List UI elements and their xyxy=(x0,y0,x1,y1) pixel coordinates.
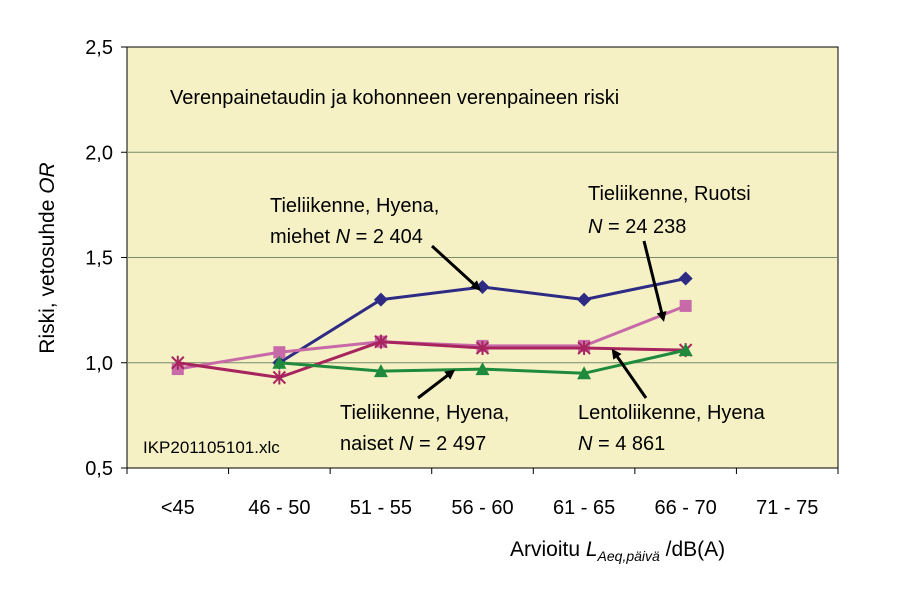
annotation-lento-line2: N = 4 861 xyxy=(578,433,665,455)
x-tick-label: 71 - 75 xyxy=(756,497,818,519)
data-point xyxy=(678,343,693,357)
annotation-ruotsi-line2: N = 24 238 xyxy=(588,216,686,238)
x-axis-label: Arvioitu LAeq,päivä /dB(A) xyxy=(510,538,725,564)
data-point xyxy=(373,292,388,307)
x-tick-label: 61 - 65 xyxy=(553,497,615,519)
annotation-miehet-line1: Tieliikenne, Hyena, xyxy=(270,195,439,217)
data-point xyxy=(171,355,185,370)
y-tick-label: 1,0 xyxy=(85,353,113,375)
annotation-naiset-line2: naiset N = 2 497 xyxy=(340,433,486,455)
annotation-naiset-line1: Tieliikenne, Hyena, xyxy=(340,402,509,424)
data-point xyxy=(273,346,286,359)
series-line xyxy=(177,340,686,380)
series-3 xyxy=(171,334,693,385)
data-point xyxy=(374,334,388,349)
data-point xyxy=(577,366,592,380)
data-point xyxy=(475,341,490,356)
x-tick-label: 56 - 60 xyxy=(451,497,513,519)
y-tick-label: 2,0 xyxy=(85,142,113,164)
annotation-naiset: Tieliikenne, Hyena, naiset N = 2 497 xyxy=(340,369,509,455)
data-point xyxy=(373,364,388,378)
annotation-miehet-line2: miehet N = 2 404 xyxy=(270,226,423,248)
y-axis-label: Riski, vetosuhde OR xyxy=(36,162,59,353)
annotation-ruotsi-line1: Tieliikenne, Ruotsi xyxy=(588,183,751,205)
axes xyxy=(121,46,839,474)
data-point xyxy=(475,362,490,376)
y-tick-label: 2,5 xyxy=(85,37,113,59)
data-point xyxy=(272,355,287,369)
x-tick-labels: <45 46 - 50 51 - 55 56 - 60 61 - 65 66 - 70 71… xyxy=(161,497,819,519)
data-point xyxy=(577,292,592,307)
file-label: IKP201105101.xlc xyxy=(143,438,280,457)
annotation-lento-arrow xyxy=(611,348,648,399)
data-point xyxy=(577,341,591,356)
series-4 xyxy=(272,343,693,380)
data-point xyxy=(678,271,693,286)
data-point xyxy=(679,299,692,312)
annotation-lento: Lentoliikenne, Hyena N = 4 861 xyxy=(578,348,766,455)
chart-title: Verenpainetaudin ja kohonneen verenpaine… xyxy=(170,87,619,109)
annotation-lento-line1: Lentoliikenne, Hyena xyxy=(578,402,766,424)
annotation-miehet: Tieliikenne, Hyena, miehet N = 2 404 xyxy=(270,195,481,291)
data-point xyxy=(272,370,287,385)
y-tick-label: 0,5 xyxy=(85,458,113,480)
annotation-miehet-arrow xyxy=(430,244,481,291)
y-tick-label: 1,5 xyxy=(85,248,113,270)
y-tick-labels: 0,5 1,0 1,5 2,0 2,5 xyxy=(85,37,113,480)
x-tick-label: <45 xyxy=(161,497,195,519)
x-tick-label: 66 - 70 xyxy=(655,497,717,519)
x-tick-label: 46 - 50 xyxy=(248,497,310,519)
series-lines xyxy=(171,271,693,385)
x-tick-label: 51 - 55 xyxy=(350,497,412,519)
annotation-ruotsi: Tieliikenne, Ruotsi N = 24 238 xyxy=(588,183,751,322)
annotation-naiset-arrow xyxy=(417,369,456,400)
annotation-ruotsi-arrow xyxy=(642,240,667,322)
